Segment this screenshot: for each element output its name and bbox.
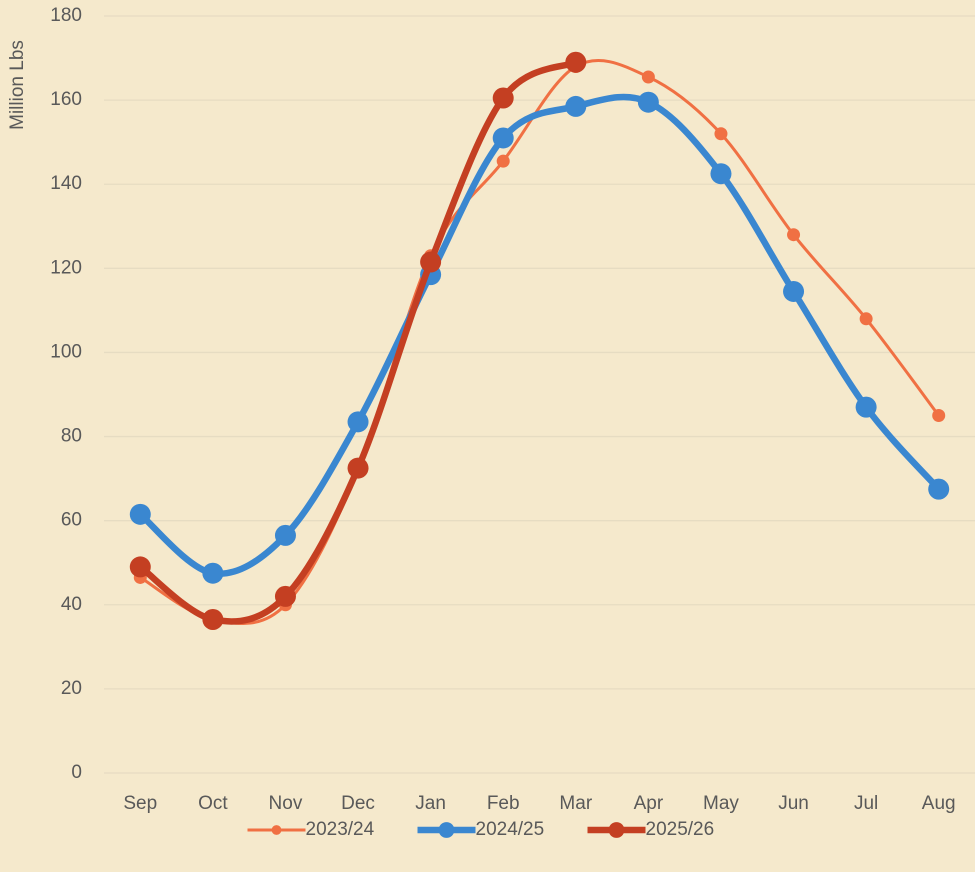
y-tick-label: 60 [61,510,82,531]
marker [274,524,296,546]
x-tick-label: May [703,793,739,814]
marker [347,411,369,433]
marker [492,87,514,109]
y-tick-label: 100 [50,341,82,362]
legend-marker [271,825,282,835]
x-tick-label: Apr [634,793,664,814]
marker [859,312,873,326]
y-tick-label: 160 [50,89,82,110]
marker [492,127,514,149]
y-tick-label: 120 [50,257,82,278]
marker [129,503,151,525]
legend-marker [438,822,455,838]
y-tick-label: 0 [71,762,82,783]
x-tick-label: Nov [269,793,303,814]
marker [347,457,369,479]
marker [565,95,587,117]
legend-marker [608,822,625,838]
x-tick-label: Jul [854,793,878,814]
marker [202,562,224,584]
y-tick-label: 40 [61,594,82,615]
marker [855,396,877,418]
legend-label: 2023/24 [306,819,375,840]
marker [932,409,946,423]
y-tick-label: 20 [61,678,82,699]
series-line [137,59,580,625]
marker [783,280,805,302]
series-line [137,93,942,577]
marker [787,228,801,242]
x-tick-label: Aug [922,793,956,814]
x-tick-label: Jun [778,793,809,814]
y-tick-label: 80 [61,426,82,447]
series-line [138,58,941,625]
x-tick-label: Mar [559,793,592,814]
marker [637,91,659,113]
marker [496,154,510,168]
marker [274,585,296,607]
y-tick-label: 140 [50,173,82,194]
marker [641,70,655,84]
x-tick-label: Oct [198,793,228,814]
marker [202,608,224,630]
legend-label: 2025/26 [646,819,715,840]
y-axis-title: Million Lbs [7,40,28,130]
marker [710,163,732,185]
y-tick-label: 180 [50,5,82,26]
marker [928,478,950,500]
x-tick-label: Sep [123,793,157,814]
x-tick-label: Jan [415,793,446,814]
x-tick-label: Dec [341,793,375,814]
marker [565,51,587,73]
marker [714,127,728,141]
marker [420,251,442,273]
legend-label: 2024/25 [476,819,545,840]
marker [129,556,151,578]
x-tick-label: Feb [487,793,520,814]
